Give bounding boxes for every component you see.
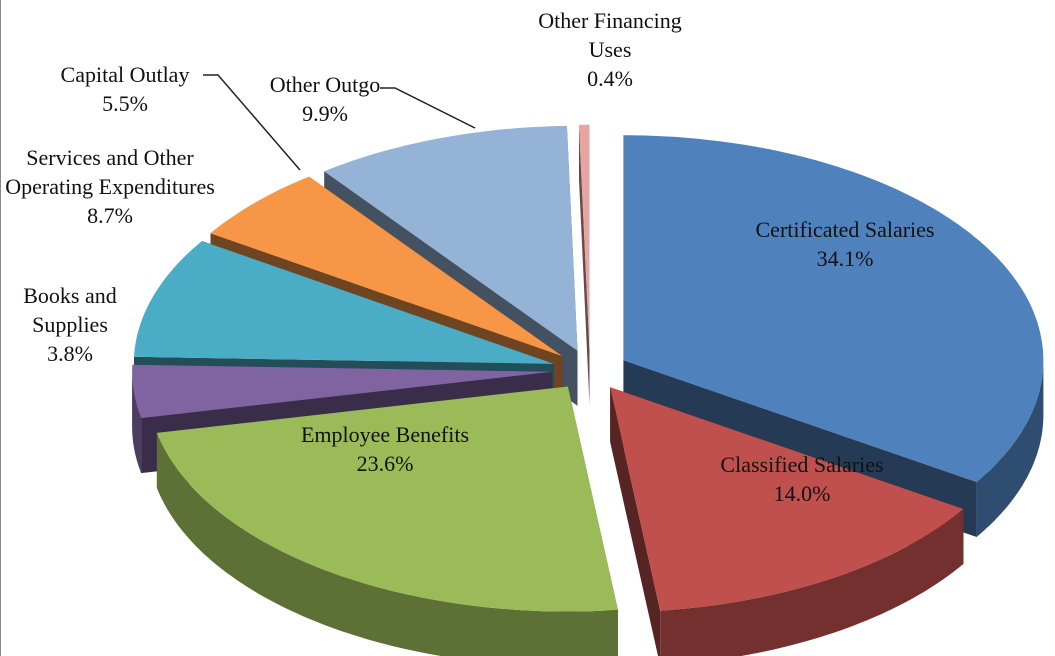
slice-label: Employee Benefits 23.6% <box>301 420 469 478</box>
label-name: Capital Outlay <box>60 62 190 87</box>
label-value: 23.6% <box>356 451 414 476</box>
slice <box>132 364 553 419</box>
slice-label: Classified Salaries 14.0% <box>720 450 883 508</box>
label-name: Services and Other Operating Expenditure… <box>5 145 215 199</box>
label-value: 9.9% <box>302 101 348 126</box>
slice-wall <box>156 432 618 656</box>
slice <box>210 176 563 357</box>
slice-wall <box>132 371 142 474</box>
label-name: Other Outgo <box>269 72 381 97</box>
slice <box>134 241 554 364</box>
label-value: 0.4% <box>587 66 633 91</box>
label-value: 14.0% <box>773 481 831 506</box>
label-value: 3.8% <box>47 341 93 366</box>
label-value: 8.7% <box>87 203 133 228</box>
leader-line <box>203 74 301 171</box>
label-name: Employee Benefits <box>300 422 470 447</box>
slices <box>132 124 1044 656</box>
slice <box>156 386 618 612</box>
slice <box>579 124 590 350</box>
label-name: Certificated Salaries <box>755 217 935 242</box>
label-value: 34.1% <box>816 246 874 271</box>
leader-line <box>380 87 476 129</box>
label-value: 5.5% <box>102 91 148 116</box>
label-name: Books and Supplies <box>23 283 117 337</box>
slice-wall <box>660 509 964 656</box>
slice-side <box>579 124 590 405</box>
slice-label: Other Outgo 9.9% <box>250 70 400 128</box>
slice-wall <box>976 360 1044 537</box>
slice-label: Books and Supplies 3.8% <box>5 281 135 368</box>
slice-label: Capital Outlay 5.5% <box>40 60 210 118</box>
slice-label: Certificated Salaries 34.1% <box>756 215 935 273</box>
slice-side <box>610 387 661 656</box>
slice-label: Services and Other Operating Expenditure… <box>0 143 223 230</box>
slice <box>610 387 964 611</box>
label-name: Other Financing Uses <box>538 8 682 62</box>
slice <box>324 125 578 351</box>
label-name: Classified Salaries <box>720 452 884 477</box>
slice-label: Other Financing Uses 0.4% <box>520 6 700 93</box>
slice <box>623 135 1044 482</box>
